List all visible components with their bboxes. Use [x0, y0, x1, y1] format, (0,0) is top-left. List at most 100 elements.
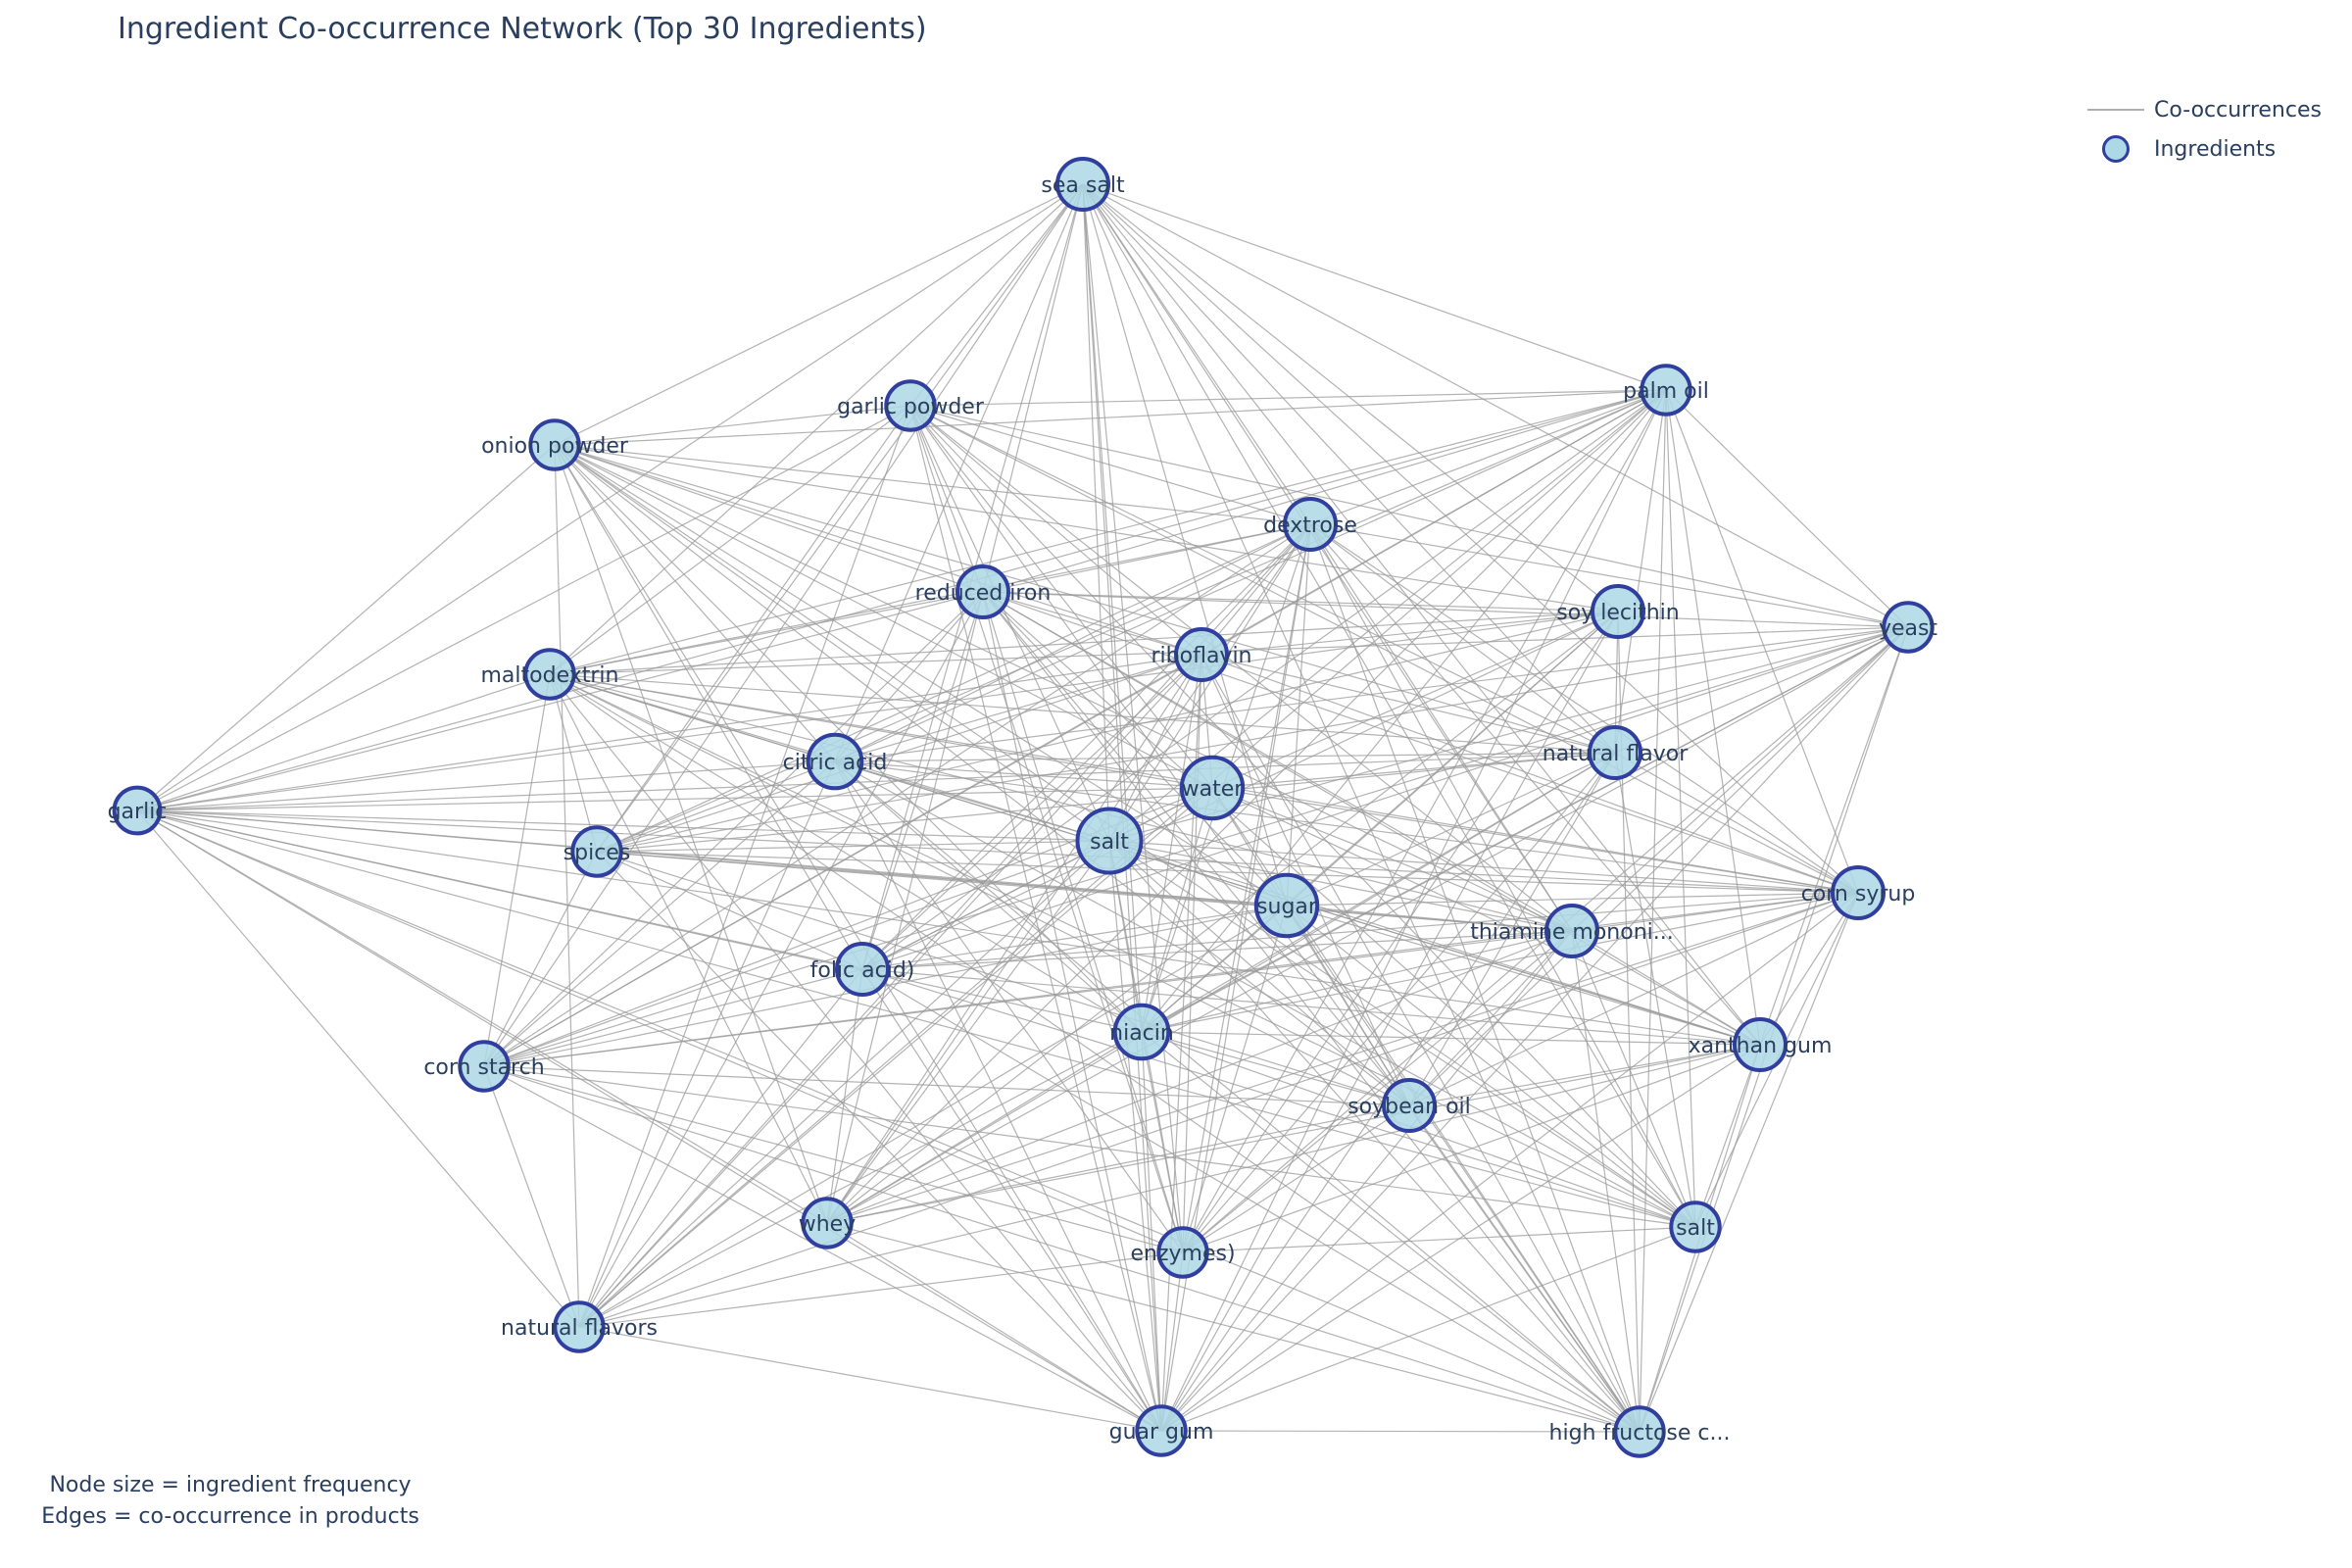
node-circle[interactable] [884, 379, 937, 432]
node-salt[interactable]: salt [1075, 807, 1144, 875]
node-maltodextrin[interactable]: maltodextrin [481, 648, 619, 701]
node-citric-acid[interactable]: citric acid [783, 732, 888, 791]
edge-n1-n19 [1082, 183, 1573, 932]
node-whey[interactable]: whey [799, 1197, 857, 1250]
node-salt[interactable]: salt [1669, 1200, 1722, 1253]
node-enzymes[interactable]: enzymes) [1130, 1226, 1236, 1279]
edge-n12-n27 [834, 760, 1184, 1253]
node-thiamine-mononi[interactable]: thiamine mononi... [1470, 904, 1674, 958]
node-reduced-iron[interactable]: reduced iron [915, 564, 1052, 619]
node-circle[interactable] [1283, 497, 1338, 552]
legend-item-nodes[interactable]: Ingredients [2085, 129, 2322, 169]
edge-n6-n8 [982, 591, 1909, 628]
edge-n21-n27 [1141, 1031, 1184, 1253]
node-label: guar gum [1109, 1420, 1214, 1445]
node-circle[interactable] [1544, 904, 1599, 958]
edge-n4-n5 [554, 444, 1311, 525]
node-sugar[interactable]: sugar [1253, 872, 1320, 939]
node-circle[interactable] [1174, 627, 1229, 682]
node-circle[interactable] [956, 564, 1010, 619]
node-folic-acid[interactable]: folic acid) [810, 942, 915, 997]
edge-n24-n30 [1408, 1104, 1641, 1433]
edge-n10-n16 [549, 673, 598, 853]
edge-n4-n28 [554, 444, 580, 1328]
edge-n2-n14 [136, 389, 1667, 811]
node-circle[interactable] [112, 785, 163, 836]
edge-n12-n26 [834, 760, 1696, 1228]
edge-n17-n28 [578, 905, 1288, 1328]
edge-n20-n28 [578, 968, 863, 1328]
node-circle[interactable] [570, 825, 623, 878]
node-label: yeast [1879, 616, 1937, 641]
node-circle[interactable] [1882, 601, 1935, 654]
node-circle[interactable] [1382, 1078, 1437, 1133]
node-riboflavin[interactable]: riboflavin [1152, 627, 1252, 682]
edge-n17-n22 [1286, 905, 1761, 1046]
node-circle[interactable] [1591, 584, 1645, 639]
node-sea-salt[interactable]: sea salt [1041, 157, 1125, 212]
node-onion-powder[interactable]: onion powder [481, 418, 629, 471]
node-circle[interactable] [1156, 1226, 1209, 1279]
edge-n18-n20 [861, 892, 1859, 970]
node-label: natural flavors [501, 1316, 658, 1341]
node-soybean-oil[interactable]: soybean oil [1348, 1078, 1471, 1133]
node-xanthan-gum[interactable]: xanthan gum [1689, 1017, 1833, 1072]
edge-n19-n26 [1571, 930, 1696, 1228]
node-circle[interactable] [1179, 755, 1246, 821]
node-palm-oil[interactable]: palm oil [1623, 364, 1709, 416]
edge-n6-n24 [982, 591, 1410, 1106]
edges-layer [136, 183, 1909, 1433]
edge-n14-n28 [136, 809, 580, 1328]
edge-n9-n16 [596, 654, 1202, 853]
edge-n6-n18 [982, 591, 1859, 894]
node-natural-flavor[interactable]: natural flavor [1543, 725, 1689, 780]
node-garlic[interactable]: garlic [108, 785, 168, 836]
node-natural-flavors[interactable]: natural flavors [501, 1300, 658, 1353]
node-circle[interactable] [1733, 1017, 1788, 1072]
edge-n18-n24 [1408, 892, 1859, 1106]
edge-n22-n27 [1182, 1044, 1761, 1253]
node-circle[interactable] [528, 418, 581, 471]
node-circle[interactable] [1055, 157, 1110, 212]
legend-item-edges[interactable]: Co-occurrences [2085, 90, 2322, 129]
node-corn-starch[interactable]: corn starch [423, 1040, 545, 1093]
node-dextrose[interactable]: dextrose [1263, 497, 1357, 552]
node-guar-gum[interactable]: guar gum [1109, 1404, 1214, 1457]
node-circle[interactable] [1831, 865, 1886, 920]
edge-n5-n8 [1309, 523, 1909, 628]
edge-n17-n20 [861, 905, 1288, 970]
edge-n16-n29 [596, 851, 1162, 1432]
node-garlic-powder[interactable]: garlic powder [837, 379, 985, 432]
edge-n10-n19 [549, 673, 1573, 932]
edge-n3-n28 [578, 405, 911, 1328]
edge-n6-n20 [861, 591, 984, 970]
node-water[interactable]: water [1179, 755, 1246, 821]
node-circle[interactable] [523, 648, 576, 701]
legend-label-nodes: Ingredients [2154, 136, 2277, 162]
node-circle[interactable] [1669, 1200, 1722, 1253]
node-spices[interactable]: spices [564, 825, 631, 878]
node-circle[interactable] [1135, 1404, 1188, 1457]
node-circle[interactable] [458, 1040, 511, 1093]
node-corn-syrup[interactable]: corn syrup [1801, 865, 1916, 920]
edge-n3-n10 [549, 405, 911, 675]
node-circle[interactable] [1253, 872, 1320, 939]
edge-n18-n22 [1759, 892, 1859, 1046]
node-circle[interactable] [1588, 725, 1642, 780]
node-circle[interactable] [1075, 807, 1144, 875]
node-soy-lecithin[interactable]: soy lecithin [1556, 584, 1680, 639]
node-niacin[interactable]: niacin [1109, 1003, 1174, 1061]
edge-n4-n14 [136, 444, 556, 811]
node-circle[interactable] [553, 1300, 606, 1353]
node-label: corn syrup [1801, 882, 1916, 906]
node-high-fructose-c[interactable]: high fructose c... [1549, 1405, 1731, 1458]
node-circle[interactable] [835, 942, 890, 997]
node-circle[interactable] [1112, 1003, 1171, 1061]
node-yeast[interactable]: yeast [1879, 601, 1937, 654]
node-circle[interactable] [801, 1197, 854, 1250]
legend-circle-swatch [2085, 129, 2146, 169]
node-circle[interactable] [1640, 364, 1692, 416]
node-circle[interactable] [1613, 1405, 1666, 1458]
edge-n5-n16 [596, 523, 1311, 853]
node-circle[interactable] [806, 732, 864, 791]
